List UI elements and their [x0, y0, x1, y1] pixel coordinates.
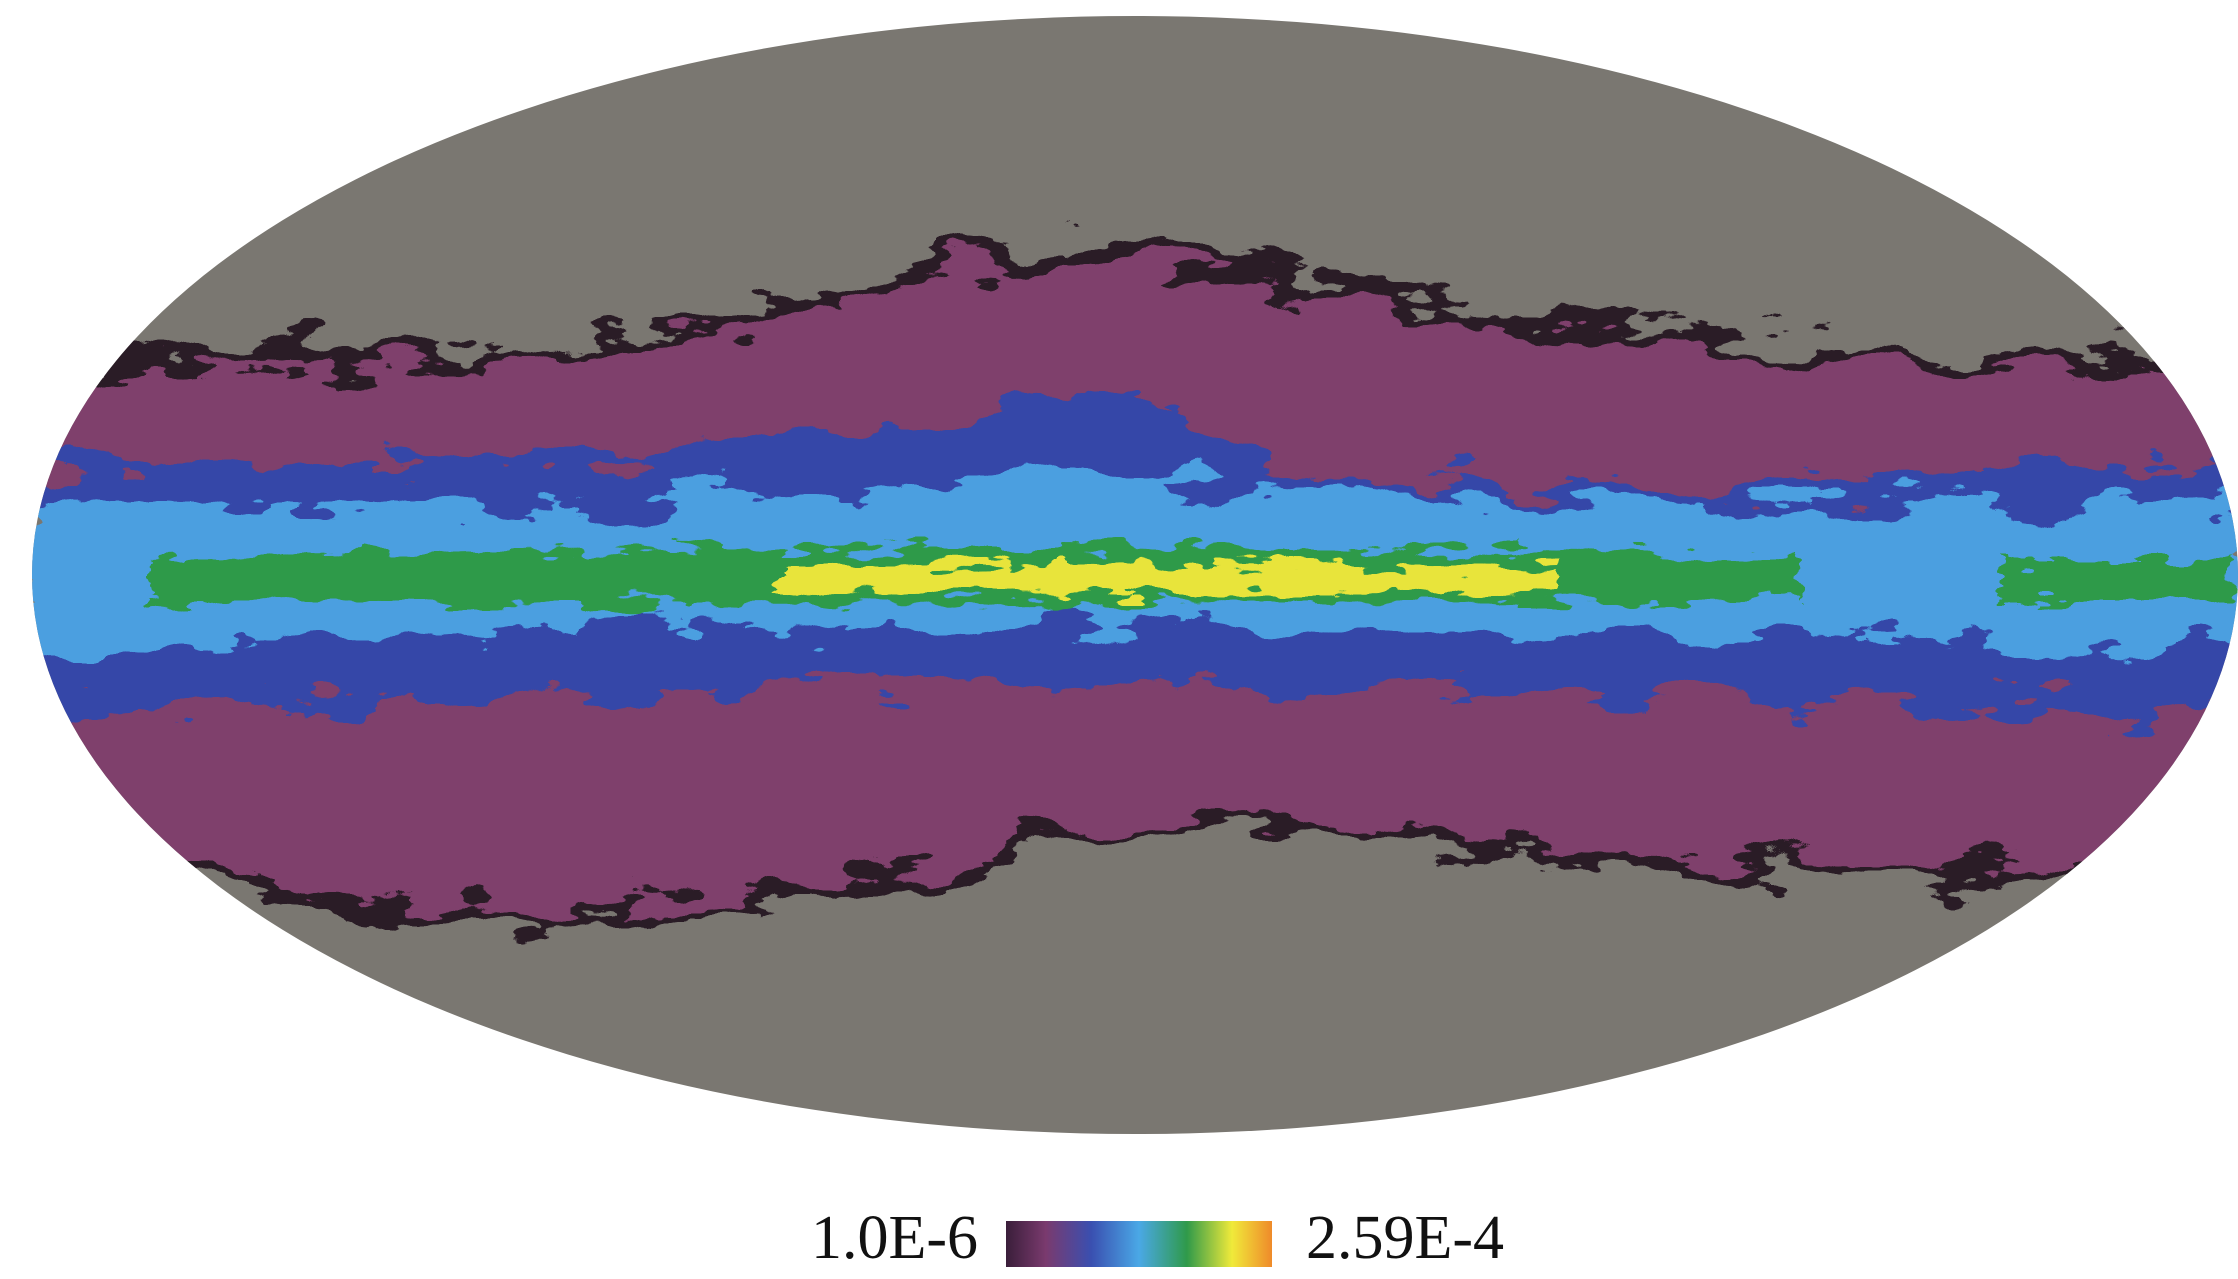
colorbar-max-label: 2.59E-4 — [1306, 1204, 1504, 1272]
page: 1.0E-6 2.59E-4 (() => { const data = JSO… — [0, 0, 2238, 1279]
sky-map — [20, 14, 2238, 1139]
colorbar-min-label: 1.0E-6 — [811, 1204, 978, 1272]
colorbar — [1006, 1221, 1272, 1267]
sky-map-figure: 1.0E-6 2.59E-4 — [0, 0, 2238, 1279]
